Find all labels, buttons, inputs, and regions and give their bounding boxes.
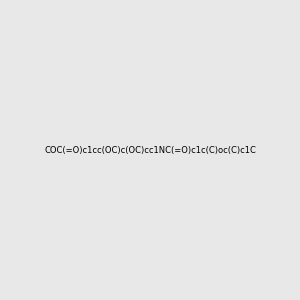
Text: COC(=O)c1cc(OC)c(OC)cc1NC(=O)c1c(C)oc(C)c1C: COC(=O)c1cc(OC)c(OC)cc1NC(=O)c1c(C)oc(C)… xyxy=(44,146,256,154)
